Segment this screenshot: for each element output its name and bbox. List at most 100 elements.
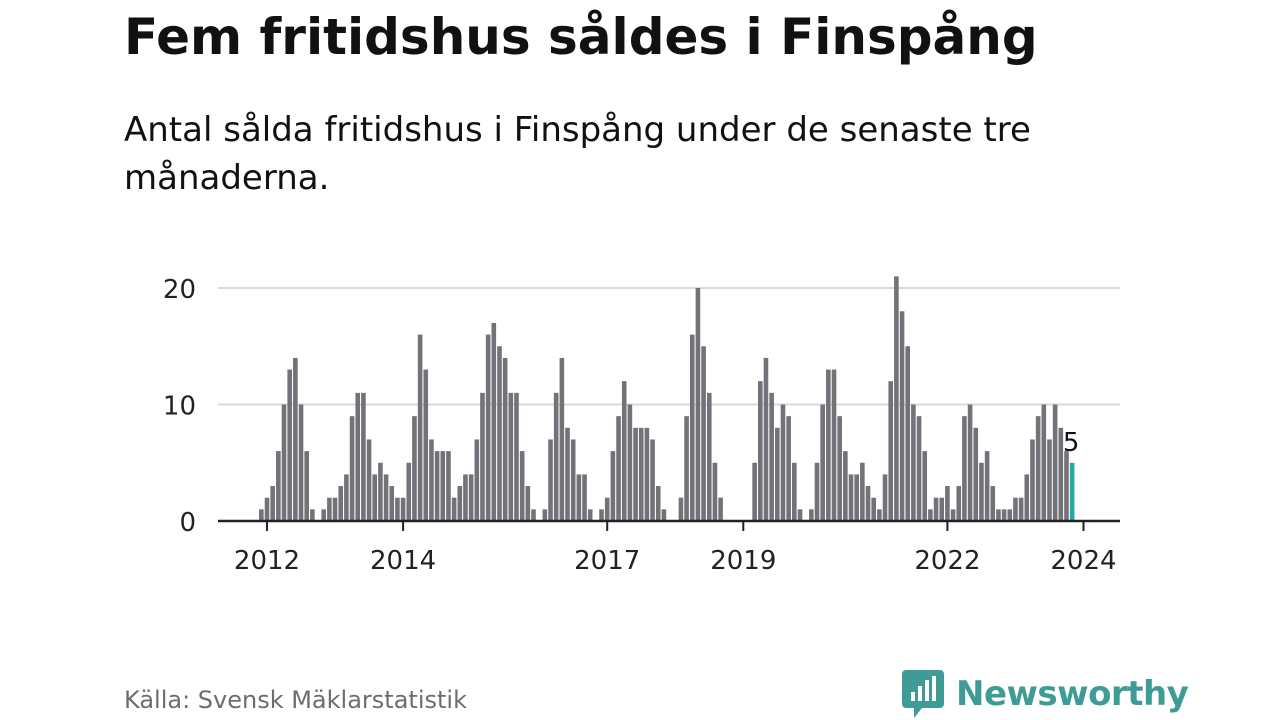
bar [389, 486, 395, 521]
x-tick-label: 2012 [234, 546, 300, 576]
bar [491, 322, 497, 521]
bar [338, 486, 344, 521]
bar [820, 404, 825, 521]
bar [854, 474, 859, 521]
y-tick-label: 10 [163, 392, 196, 422]
bar [264, 497, 270, 521]
latest-value-label: 5 [1063, 428, 1080, 458]
bar [678, 497, 684, 521]
bar [797, 509, 803, 521]
labels: 0 10 20 2012 2014 2017 2019 2022 2024 5 [163, 275, 1117, 576]
bar [655, 486, 661, 521]
bar [769, 392, 774, 521]
bar [344, 474, 349, 521]
brand-logo: Newsworthy [902, 670, 1189, 718]
bar [695, 288, 701, 521]
newsworthy-logo-icon [902, 670, 944, 718]
bar [837, 416, 842, 521]
bar [287, 369, 292, 521]
bar [355, 392, 361, 521]
bar [899, 311, 905, 521]
brand-name: Newsworthy [956, 674, 1189, 714]
bar [610, 451, 616, 521]
bar [916, 416, 922, 521]
bar [570, 439, 576, 521]
bar [1047, 439, 1052, 521]
bar [826, 369, 831, 521]
bar [281, 404, 287, 521]
x-tick-label: 2024 [1050, 546, 1116, 576]
bar-chart: 0 10 20 2012 2014 2017 2019 2022 2024 5 [163, 275, 1120, 576]
bar [984, 451, 990, 521]
bar [378, 462, 383, 521]
bar [548, 439, 553, 521]
axes [218, 519, 1120, 531]
bar [1001, 509, 1007, 521]
bar [882, 474, 888, 521]
bar [349, 416, 355, 521]
bar [1035, 416, 1041, 521]
bar [542, 509, 548, 521]
bar [758, 381, 763, 521]
bar [332, 497, 338, 521]
bar [412, 416, 417, 521]
bar [950, 509, 956, 521]
bar [831, 369, 837, 521]
bar [616, 416, 621, 521]
bar [843, 451, 848, 521]
bar [1052, 404, 1058, 521]
bar [327, 497, 332, 521]
bar [366, 439, 372, 521]
bar [786, 416, 791, 521]
bar [502, 357, 508, 521]
bar [463, 474, 468, 521]
bar [792, 462, 797, 521]
bar [468, 474, 474, 521]
bar [644, 427, 650, 521]
bar [809, 509, 814, 521]
bar [928, 509, 933, 521]
bar [979, 462, 984, 521]
bar [1041, 404, 1047, 521]
bar [922, 451, 928, 521]
bar [531, 509, 536, 521]
bar [440, 451, 446, 521]
bar [417, 334, 423, 521]
bar [576, 474, 582, 521]
bar [888, 381, 894, 521]
bar [701, 346, 706, 521]
bar [848, 474, 854, 521]
bar [956, 486, 962, 521]
bar [871, 497, 876, 521]
gridlines [218, 287, 1120, 406]
source-note: Källa: Svensk Mäklarstatistik [124, 686, 467, 714]
y-tick-label: 20 [163, 275, 196, 305]
bar [967, 404, 973, 521]
bar [270, 486, 275, 521]
bar [559, 357, 565, 521]
bar [1007, 509, 1013, 521]
bar-latest [1069, 462, 1075, 521]
bar [911, 404, 916, 521]
bar [553, 392, 559, 521]
bar [565, 427, 570, 521]
y-tick-label: 0 [179, 508, 196, 538]
bar [587, 509, 593, 521]
bar [973, 427, 979, 521]
bar [860, 462, 865, 521]
bar [485, 334, 491, 521]
bar [689, 334, 695, 521]
bar [423, 369, 429, 521]
bar [933, 497, 939, 521]
bar [775, 427, 780, 521]
bar [519, 451, 525, 521]
x-tick-label: 2017 [574, 546, 640, 576]
bar [457, 486, 463, 521]
chart-subtitle: Antal sålda fritidshus i Finspång under … [124, 110, 1031, 198]
bar [661, 509, 667, 521]
bar [638, 427, 644, 521]
bar [996, 509, 1001, 521]
bar [1030, 439, 1035, 521]
bar [712, 462, 718, 521]
bar [865, 486, 871, 521]
